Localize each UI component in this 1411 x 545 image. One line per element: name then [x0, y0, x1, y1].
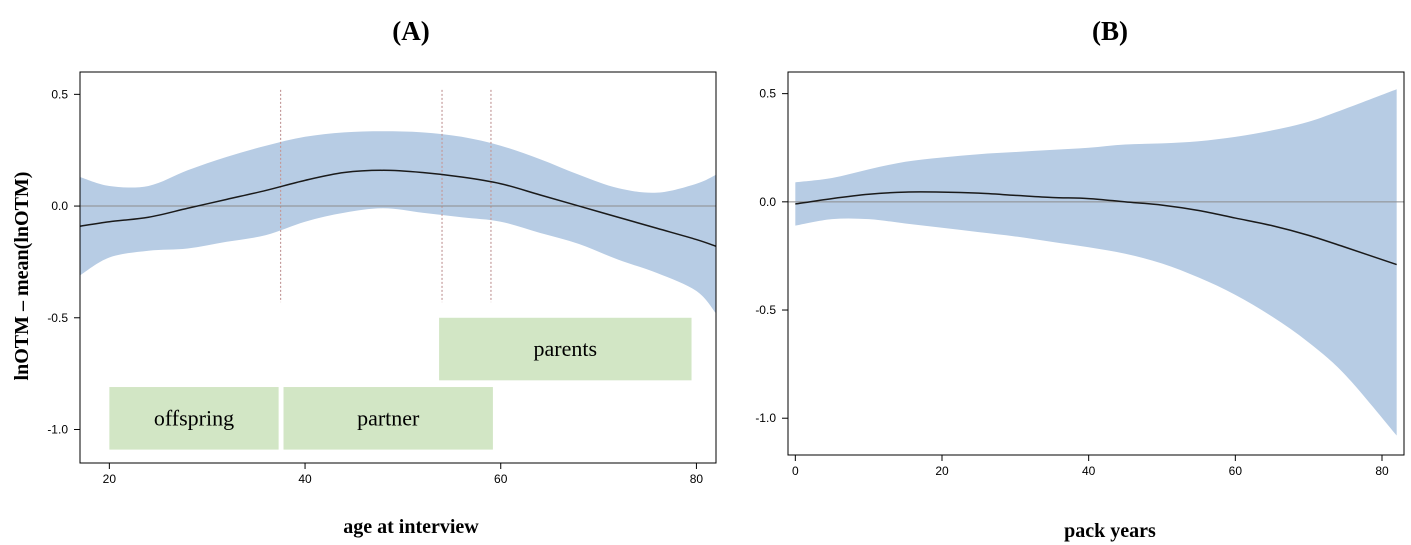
panel-b-title: (B) [1092, 16, 1128, 46]
y-tick-label: -1.0 [47, 422, 68, 436]
x-tick-label: 20 [103, 472, 117, 486]
y-tick-label: 0.0 [759, 195, 776, 209]
panel-b-y-ticks: 0.5 0.0 -0.5 -1.0 [755, 87, 788, 425]
x-tick-label: 80 [690, 472, 704, 486]
group-box-label: offspring [154, 405, 234, 430]
x-tick-label: 40 [298, 472, 312, 486]
panel-b-trend [795, 191, 1397, 266]
panel-b-confidence-band [795, 89, 1397, 436]
x-tick-label: 80 [1375, 464, 1389, 478]
y-tick-label: -0.5 [47, 311, 68, 325]
x-tick-label: 60 [494, 472, 508, 486]
panel-a-x-axis-title: age at interview [343, 516, 479, 538]
x-tick-label: 40 [1082, 464, 1096, 478]
trend-line [795, 191, 1397, 266]
y-tick-label: -1.0 [755, 411, 776, 425]
confidence-band-area [80, 131, 716, 314]
panel-a-group-boxes: offspring partner parents [109, 317, 692, 450]
y-tick-label: 0.5 [759, 87, 776, 101]
confidence-band-area [795, 89, 1397, 436]
panel-a-y-axis-title: lnOTM – mean(lnOTM) [11, 172, 33, 381]
y-tick-label: 0.5 [51, 87, 68, 101]
panel-a-confidence-band [80, 131, 716, 314]
group-box [109, 387, 279, 450]
panel-a-trend [79, 169, 717, 247]
panel-b-x-axis-title: pack years [1064, 520, 1156, 542]
panel-b-x-ticks: 0 20 40 60 80 [792, 455, 1389, 478]
panel-a-title: (A) [392, 16, 429, 46]
panel-a: (A) offspring partner parents 20 40 60 80 0.5… [11, 16, 717, 538]
y-tick-label: -0.5 [755, 303, 776, 317]
group-box-label: partner [357, 405, 420, 430]
x-tick-label: 60 [1229, 464, 1243, 478]
panel-a-plot-frame [79, 71, 717, 464]
group-box [283, 387, 493, 450]
group-box-label: parents [534, 336, 598, 361]
x-tick-label: 0 [792, 464, 799, 478]
panel-a-group-markers [279, 89, 492, 303]
y-tick-label: 0.0 [51, 199, 68, 213]
panel-b-plot-frame [787, 71, 1405, 456]
trend-line [79, 169, 717, 247]
panel-a-x-ticks: 20 40 60 80 [103, 463, 704, 486]
panel-b: (B) 0 20 40 60 80 0.5 0.0 -0.5 -1.0 pack years [755, 16, 1405, 542]
group-box [439, 317, 692, 381]
panel-a-y-ticks: 0.5 0.0 -0.5 -1.0 [47, 87, 80, 436]
x-tick-label: 20 [935, 464, 949, 478]
